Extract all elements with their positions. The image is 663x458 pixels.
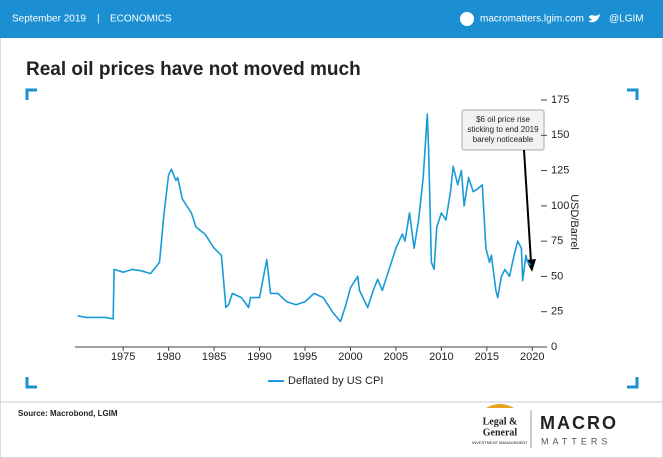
lg-subtitle: INVESTMENT MANAGEMENT	[472, 440, 528, 445]
x-tick-label: 2005	[384, 351, 408, 363]
y-tick-label: 175	[551, 94, 569, 106]
lg-umbrella	[486, 404, 514, 408]
web-icon	[460, 12, 474, 26]
y-tick-label: 150	[551, 129, 569, 141]
x-tick-label: 1980	[156, 351, 180, 363]
y-tick-label: 0	[551, 341, 557, 353]
macro-logo: MACRO	[540, 413, 618, 433]
x-tick-label: 1990	[247, 351, 271, 363]
data-line	[77, 113, 532, 323]
header-twitter[interactable]: @LGIM	[609, 14, 644, 25]
x-tick-label: 2000	[338, 351, 362, 363]
y-tick-label: 125	[551, 164, 569, 176]
annotation-text: $6 oil price rise	[476, 115, 530, 124]
legend-label: Deflated by US CPI	[288, 375, 383, 387]
annotation-text: sticking to end 2019	[467, 125, 539, 134]
annotation-text: barely noticeable	[473, 135, 534, 144]
x-tick-label: 2020	[520, 351, 544, 363]
header-bar	[0, 0, 663, 38]
source: Source: Macrobond, LGIM	[18, 409, 118, 418]
header-website[interactable]: macromatters.lgim.com	[480, 14, 584, 25]
corner-brackets	[25, 88, 639, 389]
matters-logo: MATTERS	[541, 436, 611, 446]
y-tick-label: 100	[551, 200, 569, 212]
lg-name: General	[483, 427, 518, 438]
y-tick-label: 50	[551, 270, 563, 282]
y-tick-label: 75	[551, 235, 563, 247]
header-date: September 2019	[12, 14, 86, 25]
twitter-icon	[588, 14, 600, 23]
header-section: ECONOMICS	[110, 14, 172, 25]
header-separator: |	[97, 14, 100, 25]
x-tick-label: 1995	[293, 351, 317, 363]
annotation-arrow	[523, 149, 532, 263]
x-tick-label: 1975	[111, 351, 135, 363]
chart-title: Real oil prices have not moved much	[26, 59, 361, 80]
lg-name: Legal &	[483, 416, 518, 427]
annotation-box	[461, 109, 545, 151]
y-axis-label: USD/Barrel	[568, 194, 580, 250]
x-tick-label: 2010	[429, 351, 453, 363]
x-tick-label: 2015	[475, 351, 499, 363]
x-tick-label: 1985	[202, 351, 226, 363]
y-tick-label: 25	[551, 306, 563, 318]
